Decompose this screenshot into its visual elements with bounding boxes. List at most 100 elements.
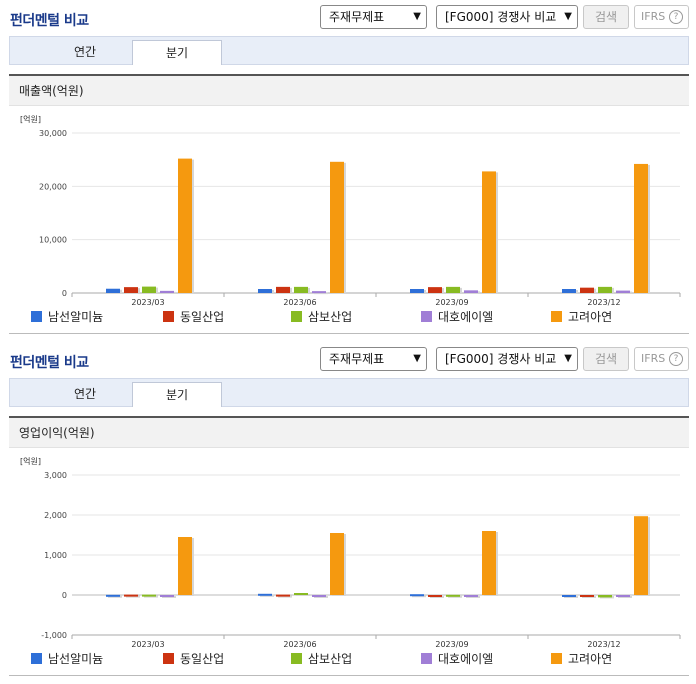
ifrs-button[interactable]: IFRS? bbox=[634, 347, 689, 371]
divider bbox=[9, 333, 689, 334]
legend-label: 삼보산업 bbox=[308, 310, 353, 324]
statement-select[interactable]: 주재무제표 ▼ bbox=[320, 5, 427, 29]
legend-label: 고려아연 bbox=[568, 310, 613, 324]
period-tabs: 연간 분기 bbox=[9, 378, 689, 407]
divider bbox=[9, 675, 689, 676]
bar-5 bbox=[178, 158, 192, 293]
x-tick-label: 2023/09 bbox=[435, 298, 468, 307]
legend-label: 남선알미늄 bbox=[48, 310, 104, 324]
legend-item[interactable]: 삼보산업 bbox=[291, 652, 352, 666]
revenue-chart: [억원] 0 10,000 20,000 30,000 2023/03 2023/06 202… bbox=[20, 114, 681, 307]
legend-item[interactable]: 대호에이엘 bbox=[421, 652, 493, 666]
unit-label: [억원] bbox=[20, 456, 41, 466]
period-tabs: 연간 분기 bbox=[9, 36, 689, 65]
bar-3 bbox=[598, 286, 612, 293]
chart-panel: 영업이익(억원) bbox=[9, 416, 689, 448]
chevron-down-icon: ▼ bbox=[564, 353, 572, 364]
x-tick-label: 2023/12 bbox=[587, 640, 620, 649]
bar-1 bbox=[410, 594, 424, 597]
bar-3 bbox=[446, 594, 460, 597]
legend-item[interactable]: 고려아연 bbox=[551, 310, 612, 324]
bar-2 bbox=[428, 595, 442, 597]
operating-profit-chart: [억원] -1,000 0 1,000 2,000 3,000 2023/03 2023/06… bbox=[20, 456, 681, 649]
bar-4 bbox=[312, 595, 326, 597]
legend-swatch bbox=[551, 311, 562, 322]
tab-quarterly[interactable]: 분기 bbox=[132, 382, 222, 407]
bar-2 bbox=[124, 594, 138, 597]
legend-label: 고려아연 bbox=[568, 652, 613, 666]
chevron-down-icon: ▼ bbox=[413, 353, 421, 364]
tab-annual[interactable]: 연간 bbox=[73, 387, 97, 401]
tab-quarterly[interactable]: 분기 bbox=[132, 40, 222, 65]
bar-1 bbox=[562, 595, 576, 597]
bar-shadow bbox=[412, 595, 426, 598]
x-tick-label: 2023/03 bbox=[131, 640, 164, 649]
bar-3 bbox=[294, 286, 308, 293]
y-tick-label: 0 bbox=[62, 591, 67, 600]
bar-4 bbox=[464, 595, 478, 597]
legend-item[interactable]: 삼보산업 bbox=[291, 310, 352, 324]
statement-select[interactable]: 주재무제표 ▼ bbox=[320, 347, 427, 371]
ifrs-label: IFRS bbox=[641, 352, 666, 365]
x-tick-label: 2023/06 bbox=[283, 298, 316, 307]
bar-2 bbox=[124, 287, 138, 293]
bar-5 bbox=[482, 531, 496, 595]
bar-5 bbox=[634, 516, 648, 595]
bar-3 bbox=[294, 593, 308, 595]
bar-3 bbox=[142, 286, 156, 293]
legend-swatch bbox=[421, 311, 432, 322]
peer-group-select-value: [FG000] 경쟁사 비교 bbox=[445, 352, 557, 366]
help-icon[interactable]: ? bbox=[669, 10, 683, 24]
statement-select-value: 주재무제표 bbox=[329, 352, 385, 366]
bar-4 bbox=[160, 290, 174, 293]
legend-item[interactable]: 남선알미늄 bbox=[31, 652, 103, 666]
section-header: 펀더멘털 비교 주재무제표 ▼ [FG000] 경쟁사 비교 ▼ 검색 IFRS? bbox=[0, 0, 696, 36]
peer-group-select[interactable]: [FG000] 경쟁사 비교 ▼ bbox=[436, 347, 578, 371]
x-tick-label: 2023/12 bbox=[587, 298, 620, 307]
bar-4 bbox=[616, 290, 630, 293]
bar-1 bbox=[258, 289, 272, 293]
legend-item[interactable]: 고려아연 bbox=[551, 652, 612, 666]
bar-3 bbox=[142, 594, 156, 597]
legend-swatch bbox=[163, 653, 174, 664]
search-button[interactable]: 검색 bbox=[583, 5, 629, 29]
y-tick-label: 1,000 bbox=[44, 551, 67, 560]
help-icon[interactable]: ? bbox=[669, 352, 683, 366]
x-tick-label: 2023/09 bbox=[435, 640, 468, 649]
bar-4 bbox=[464, 290, 478, 293]
tab-annual[interactable]: 연간 bbox=[73, 45, 97, 59]
statement-select-value: 주재무제표 bbox=[329, 10, 385, 24]
bar-2 bbox=[580, 287, 594, 293]
legend-label: 삼보산업 bbox=[308, 652, 353, 666]
bar-1 bbox=[562, 289, 576, 293]
peer-group-select-value: [FG000] 경쟁사 비교 bbox=[445, 10, 557, 24]
legend-label: 동일산업 bbox=[180, 310, 225, 324]
y-tick-label: 3,000 bbox=[44, 471, 67, 480]
peer-group-select[interactable]: [FG000] 경쟁사 비교 ▼ bbox=[436, 5, 578, 29]
legend-item[interactable]: 동일산업 bbox=[163, 652, 224, 666]
legend-item[interactable]: 남선알미늄 bbox=[31, 310, 103, 324]
chevron-down-icon: ▼ bbox=[564, 11, 572, 22]
search-button[interactable]: 검색 bbox=[583, 347, 629, 371]
legend-swatch bbox=[291, 311, 302, 322]
legend-item[interactable]: 동일산업 bbox=[163, 310, 224, 324]
ifrs-button[interactable]: IFRS? bbox=[634, 5, 689, 29]
x-tick-label: 2023/03 bbox=[131, 298, 164, 307]
bar-4 bbox=[616, 595, 630, 597]
legend-swatch bbox=[163, 311, 174, 322]
chart-title: 매출액(억원) bbox=[9, 76, 689, 106]
bar-2 bbox=[276, 286, 290, 293]
legend-swatch bbox=[291, 653, 302, 664]
section-title: 펀더멘털 비교 bbox=[10, 355, 89, 371]
legend-item[interactable]: 대호에이엘 bbox=[421, 310, 493, 324]
legend-swatch bbox=[31, 653, 42, 664]
chart-legend: 남선알미늄 동일산업 삼보산업 대호에이엘 고려아연 bbox=[23, 310, 683, 326]
bar-1 bbox=[106, 288, 120, 293]
bar-5 bbox=[330, 161, 344, 293]
bar-2 bbox=[428, 287, 442, 293]
chevron-down-icon: ▼ bbox=[413, 11, 421, 22]
legend-label: 동일산업 bbox=[180, 652, 225, 666]
y-tick-label: 20,000 bbox=[39, 182, 67, 191]
bar-2 bbox=[276, 594, 290, 597]
legend-swatch bbox=[421, 653, 432, 664]
